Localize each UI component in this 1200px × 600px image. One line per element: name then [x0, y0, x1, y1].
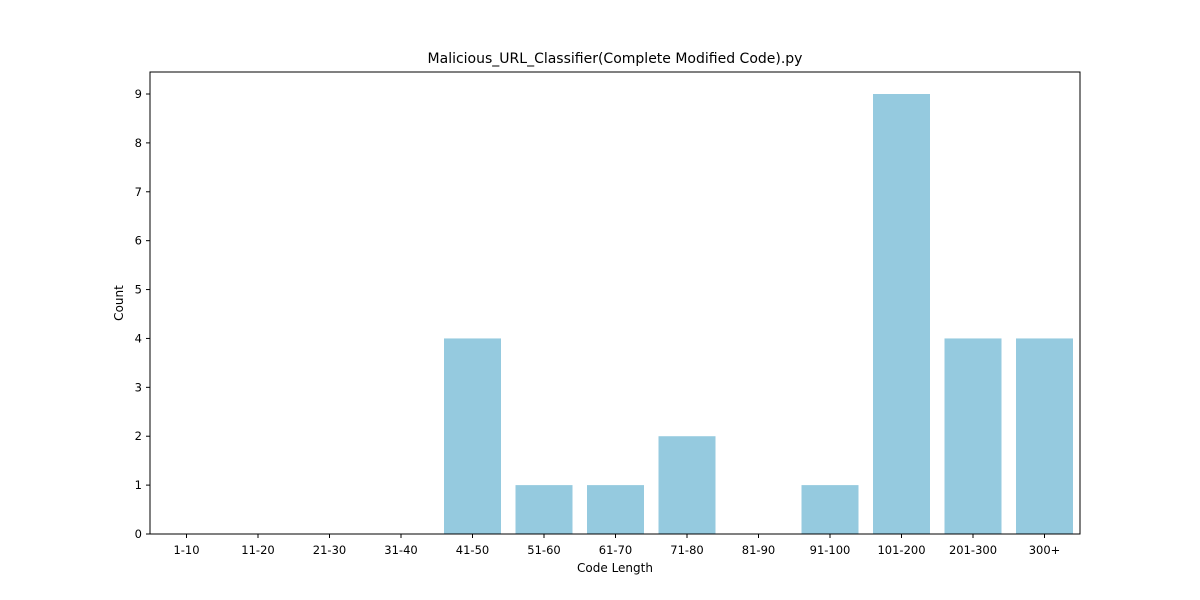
bar-300+	[1016, 338, 1073, 534]
x-tick-label: 21-30	[313, 543, 346, 557]
x-tick-label: 81-90	[742, 543, 775, 557]
y-tick-label: 4	[135, 331, 142, 345]
bars-group	[444, 94, 1073, 534]
y-tick-label: 8	[135, 136, 142, 150]
plot-frame	[149, 71, 1081, 535]
bar-61-70	[587, 485, 644, 534]
y-tick-label: 6	[135, 234, 142, 248]
x-tick-label: 31-40	[384, 543, 417, 557]
y-tick-label: 2	[135, 429, 142, 443]
x-tick-label: 101-200	[877, 543, 925, 557]
x-tick-label: 51-60	[527, 543, 560, 557]
x-axis: 1-10 11-20 21-30 31-40 41-50 51-60 61-70 71-80 8…	[173, 534, 1060, 557]
y-tick-label: 1	[135, 478, 142, 492]
bar-41-50	[444, 338, 501, 534]
chart-title: Malicious_URL_Classifier(Complete Modifi…	[428, 51, 803, 67]
x-axis-label: Code Length	[577, 561, 653, 575]
x-tick-label: 1-10	[173, 543, 199, 557]
x-tick-label: 11-20	[241, 543, 274, 557]
bar-91-100	[801, 485, 859, 534]
bar-201-300	[944, 338, 1002, 534]
y-tick-label: 9	[135, 87, 142, 101]
y-axis-label: Count	[112, 285, 126, 321]
x-tick-label: 41-50	[456, 543, 489, 557]
bar-51-60	[515, 485, 573, 534]
bar-71-80	[658, 436, 716, 534]
y-tick-label: 7	[135, 185, 142, 199]
x-tick-label: 300+	[1029, 543, 1061, 557]
y-axis: 0 1 2 3 4 5 6 7 8 9	[135, 87, 150, 541]
y-tick-label: 0	[135, 527, 142, 541]
y-tick-label: 5	[135, 283, 142, 297]
x-tick-label: 201-300	[949, 543, 997, 557]
y-tick-label: 3	[135, 380, 142, 394]
x-tick-label: 91-100	[810, 543, 851, 557]
x-tick-label: 71-80	[670, 543, 703, 557]
x-tick-label: 61-70	[599, 543, 632, 557]
bar-101-200	[873, 94, 930, 534]
